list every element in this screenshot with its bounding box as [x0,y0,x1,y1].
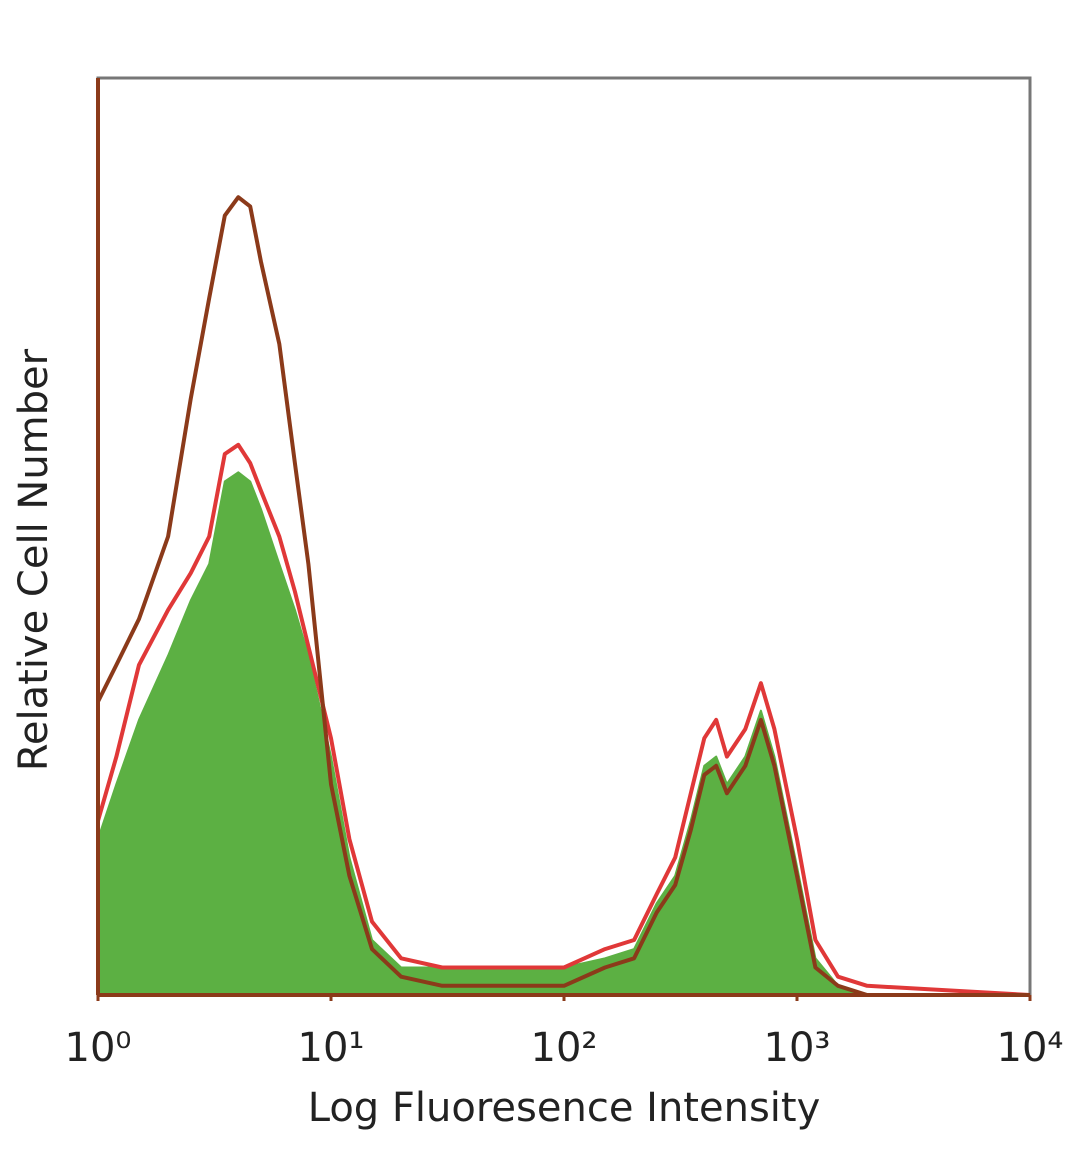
histogram-line [96,442,1031,997]
y-axis-label: Relative Cell Number [11,348,57,771]
x-axis-label: Log Fluoresence Intensity [308,1085,821,1131]
x-tick-label: 10² [531,1025,598,1071]
x-tick-label: 10⁰ [65,1025,132,1071]
x-tick-label: 10³ [764,1025,831,1071]
x-tick-label: 10¹ [298,1025,365,1071]
histogram-line [96,195,1030,997]
area-fill [98,472,1030,995]
x-tick-label: 10⁴ [997,1025,1064,1071]
